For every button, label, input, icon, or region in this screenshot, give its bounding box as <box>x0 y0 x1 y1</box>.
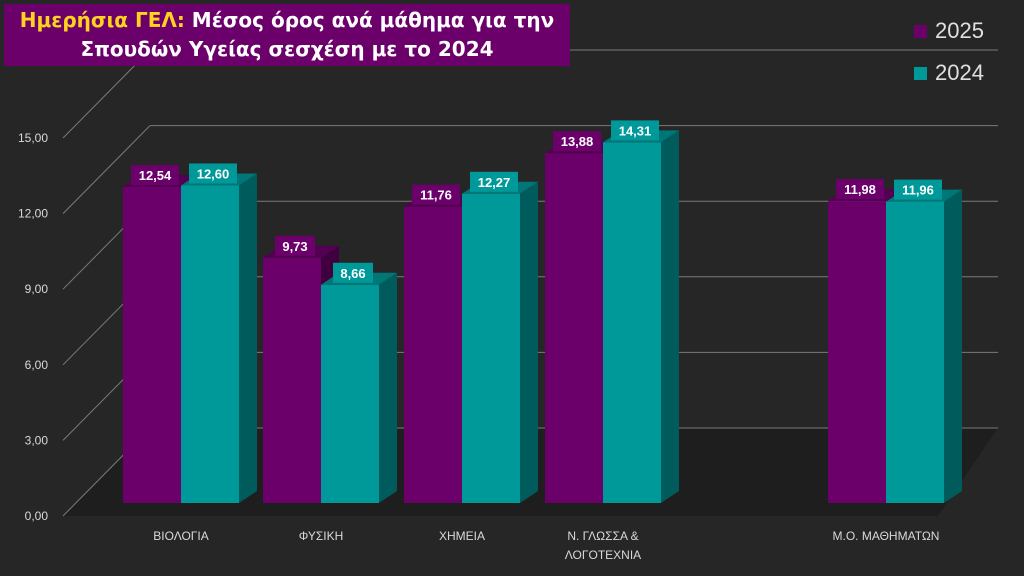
legend-swatch-2024 <box>914 66 927 80</box>
bar-2024-0 <box>181 185 239 504</box>
data-label-bg <box>894 179 942 200</box>
y-tick-label: 0,00 <box>25 509 49 523</box>
data-label-bg <box>470 171 518 192</box>
data-label-bg <box>412 184 460 205</box>
data-label: 8,66 <box>340 266 365 281</box>
chart-title-highlight: Ημερήσια ΓΕΛ: <box>19 8 185 32</box>
y-tick-label: 9,00 <box>25 282 49 296</box>
data-label-bg <box>836 179 884 200</box>
bar-2025-2 <box>404 206 462 503</box>
bar-side <box>379 272 397 503</box>
data-label: 12,27 <box>478 175 511 190</box>
bar-2024-4 <box>886 201 944 503</box>
y-tick-label: 12,00 <box>18 207 48 221</box>
data-label: 11,76 <box>420 188 452 203</box>
bar-side <box>239 173 257 504</box>
legend-item-2024: 2024 <box>914 52 984 94</box>
bar-side <box>520 181 538 503</box>
data-label: 9,73 <box>282 239 307 254</box>
gridline-diagonal <box>62 125 151 214</box>
bar-2024-2 <box>462 193 520 503</box>
bar-side <box>944 189 962 503</box>
bar-2025-1 <box>263 257 321 503</box>
chart-title: Ημερήσια ΓΕΛ: Μέσος όρος ανά μάθημα για … <box>4 4 570 66</box>
x-category-label: Μ.Ο. ΜΑΘΗΜΑΤΩΝ <box>833 529 940 543</box>
legend: 2025 2024 <box>914 10 984 94</box>
chart-title-line2: Σπουδών Υγείας σεσχέση με το 2024 <box>80 37 494 61</box>
data-label-bg <box>131 164 179 185</box>
x-category-label: ΛΟΓΟΤΕΧΝΙΑ <box>565 548 641 562</box>
data-label-bg <box>333 262 373 283</box>
legend-swatch-2025 <box>914 24 927 38</box>
y-tick-label: 3,00 <box>25 433 49 447</box>
x-category-label: ΒΙΟΛΟΓΙΑ <box>153 529 209 543</box>
legend-item-2025: 2025 <box>914 10 984 52</box>
bar-2024-1 <box>321 284 379 503</box>
chart-title-line1-rest: Μέσος όρος ανά μάθημα για την <box>184 8 555 32</box>
bar-2025-3 <box>545 153 603 503</box>
legend-label-2024: 2024 <box>935 60 984 85</box>
data-label-bg <box>553 131 601 152</box>
x-category-label: ΧΗΜΕΙΑ <box>439 529 485 543</box>
bar-2025-4 <box>828 201 886 503</box>
y-tick-label: 15,00 <box>18 131 48 145</box>
x-category-label: ΦΥΣΙΚΗ <box>299 529 344 543</box>
data-label-bg <box>275 235 315 256</box>
data-label-bg <box>611 120 659 141</box>
data-label: 12,60 <box>197 166 230 181</box>
data-label-bg <box>189 163 237 184</box>
data-label: 14,31 <box>619 123 652 138</box>
data-label: 11,96 <box>902 183 934 198</box>
bar-side <box>661 130 679 503</box>
chart-title-line1: Ημερήσια ΓΕΛ: Μέσος όρος ανά μάθημα για … <box>4 6 570 35</box>
x-category-label: Ν. ΓΛΩΣΣΑ & <box>567 529 638 543</box>
bar-2025-0 <box>123 186 181 503</box>
legend-label-2025: 2025 <box>935 18 984 43</box>
y-tick-label: 6,00 <box>25 358 49 372</box>
data-label: 13,88 <box>561 134 594 149</box>
data-label: 12,54 <box>139 168 172 183</box>
bar-2024-3 <box>603 142 661 503</box>
data-label: 11,98 <box>844 182 876 197</box>
